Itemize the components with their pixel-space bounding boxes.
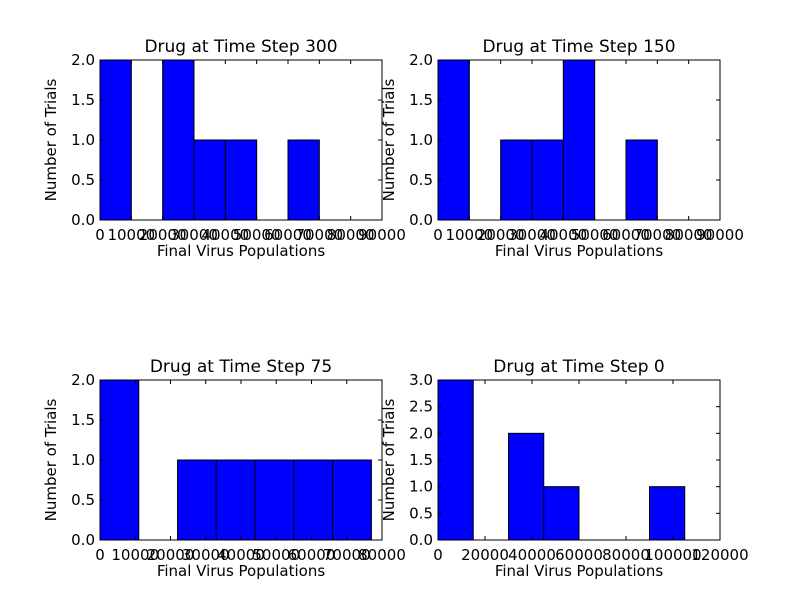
histogram-bar [99,379,140,541]
x-tick-label: 20000 [477,226,525,244]
y-tick-label: 1.0 [71,451,95,469]
histogram-bar [649,486,686,541]
y-tick-label: 1.0 [71,131,95,149]
y-tick-label: 3.0 [409,371,433,389]
x-tick-label: 60000 [602,226,650,244]
histogram-bar [332,459,372,541]
histogram-bar [543,486,580,541]
histogram-bar [531,139,564,221]
x-tick-label: 80000 [327,226,375,244]
histogram-bar [500,139,533,221]
x-tick-label: 30000 [508,226,556,244]
histogram-bar [562,59,596,221]
x-tick-label: 40000 [508,546,556,564]
x-tick-label: 90000 [358,226,406,244]
x-axis-label: Final Virus Populations [157,562,326,580]
x-tick-label: 70000 [323,546,371,564]
x-tick-label: 50000 [252,546,300,564]
y-axis-label: Number of Trials [380,78,398,201]
x-tick-label: 30000 [170,226,218,244]
y-tick-label: 1.5 [409,451,433,469]
x-tick-label: 0 [433,226,443,244]
x-tick-label: 60000 [555,546,603,564]
x-tick-label: 80000 [358,546,406,564]
y-tick-label: 0.5 [71,491,95,509]
x-tick-label: 50000 [233,226,281,244]
histogram-bar [287,139,320,221]
x-tick-label: 70000 [633,226,681,244]
x-tick-label: 100000 [644,546,701,564]
x-tick-label: 0 [95,546,105,564]
chart-title: Drug at Time Step 75 [150,357,332,377]
histogram-bar [193,139,226,221]
y-tick-label: 1.0 [409,131,433,149]
y-axis-label: Number of Trials [42,78,60,201]
y-tick-label: 2.0 [409,424,433,442]
y-tick-label: 1.5 [71,411,95,429]
y-tick-label: 2.0 [409,51,433,69]
x-tick-label: 60000 [264,226,312,244]
x-tick-label: 30000 [182,546,230,564]
histogram-bar [224,139,258,221]
y-tick-label: 0.5 [409,504,433,522]
x-tick-label: 80000 [602,546,650,564]
x-tick-label: 120000 [691,546,748,564]
histogram-bar [177,459,217,541]
x-tick-label: 20000 [139,226,187,244]
y-tick-label: 0.0 [409,211,433,229]
y-tick-label: 1.5 [409,91,433,109]
y-axis-label: Number of Trials [380,398,398,521]
x-tick-label: 40000 [217,546,265,564]
y-axis-label: Number of Trials [42,398,60,521]
x-tick-label: 20000 [461,546,509,564]
x-tick-label: 50000 [571,226,619,244]
histogram-bar [215,459,256,541]
y-tick-label: 0.0 [71,211,95,229]
x-tick-label: 0 [95,226,105,244]
x-tick-label: 10000 [107,226,155,244]
y-tick-label: 0.0 [409,531,433,549]
histogram-bar [625,139,658,221]
x-tick-label: 0 [433,546,443,564]
x-axis-label: Final Virus Populations [495,562,664,580]
chart-title: Drug at Time Step 300 [144,37,337,57]
x-tick-label: 70000 [295,226,343,244]
y-tick-label: 1.0 [409,478,433,496]
histogram-bar [99,59,132,221]
histogram-bar [293,459,334,541]
x-tick-label: 10000 [445,226,493,244]
y-tick-label: 2.5 [409,398,433,416]
y-tick-label: 0.0 [71,531,95,549]
histogram-bar [162,59,195,221]
histogram-bar [437,59,470,221]
y-tick-label: 0.5 [71,171,95,189]
x-axis-label: Final Virus Populations [157,242,326,260]
y-tick-label: 2.0 [71,51,95,69]
y-tick-label: 0.5 [409,171,433,189]
x-tick-label: 60000 [288,546,336,564]
x-tick-label: 20000 [147,546,195,564]
y-tick-label: 2.0 [71,371,95,389]
chart-title: Drug at Time Step 0 [493,357,664,377]
chart-title: Drug at Time Step 150 [482,37,675,57]
histogram-bar [508,432,545,541]
y-tick-label: 1.5 [71,91,95,109]
x-tick-label: 40000 [201,226,249,244]
histogram-bar [254,459,295,541]
x-tick-label: 90000 [696,226,744,244]
x-axis-label: Final Virus Populations [495,242,664,260]
histogram-bar [437,379,474,541]
x-tick-label: 40000 [539,226,587,244]
x-tick-label: 80000 [665,226,713,244]
x-tick-label: 10000 [111,546,159,564]
